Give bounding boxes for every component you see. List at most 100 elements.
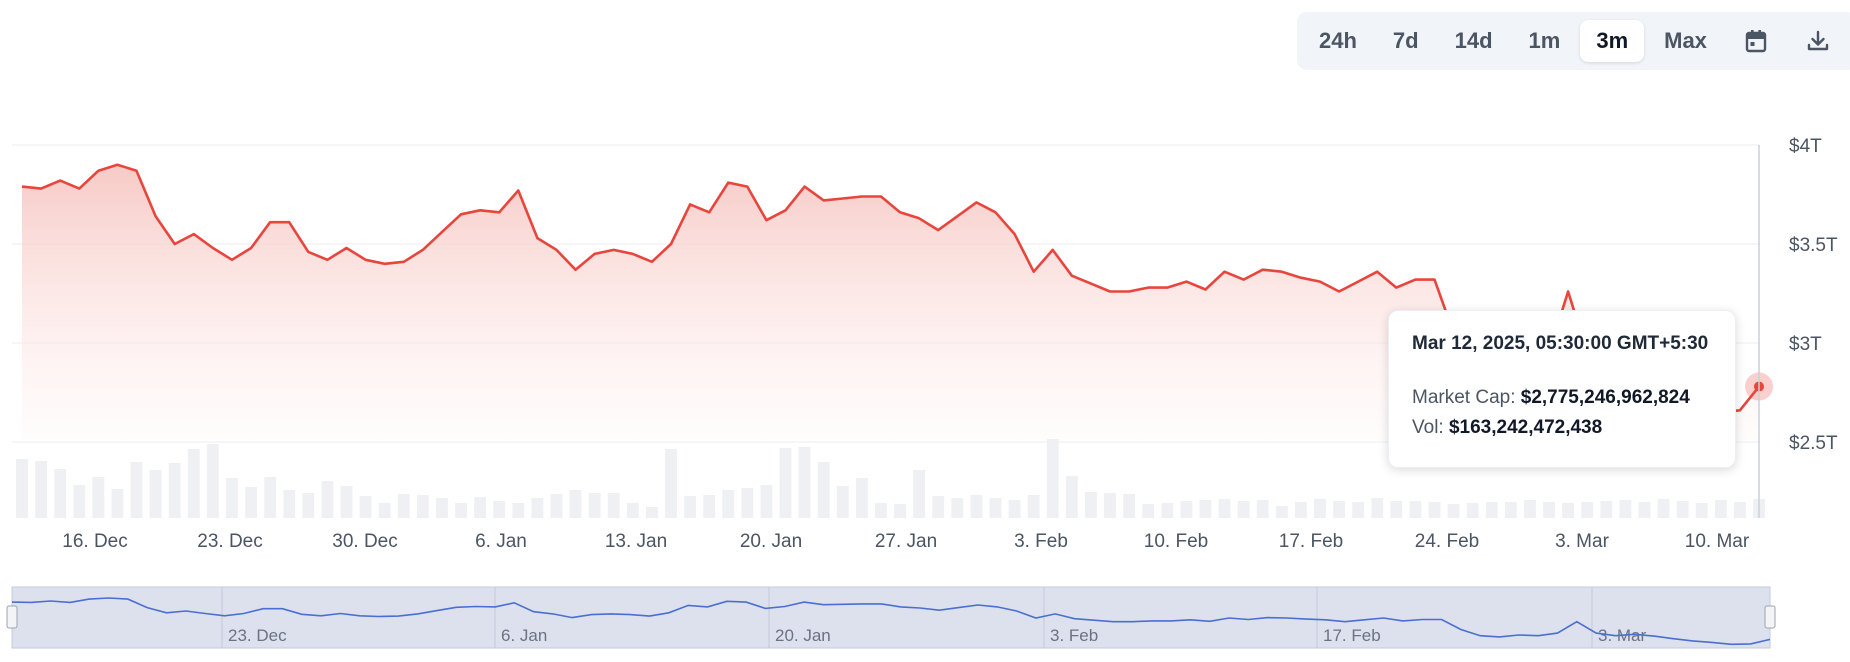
- volume-bar: [1638, 502, 1651, 518]
- volume-bar: [588, 493, 601, 518]
- range-navigator[interactable]: 23. Dec 6. Jan 20. Jan 3. Feb 17. Feb 3. Mar: [6, 586, 1776, 649]
- volume-bar: [970, 495, 983, 518]
- volume-bar: [875, 503, 887, 518]
- volume-bar: [1123, 494, 1136, 518]
- navigator-selection: [11, 586, 1771, 649]
- y-tick-label: $3T: [1789, 334, 1822, 355]
- tooltip-market-cap-label: Market Cap:: [1412, 387, 1516, 408]
- volume-bar: [1256, 500, 1269, 518]
- tooltip-market-cap-value: $2,775,246,962,824: [1520, 387, 1690, 408]
- volume-bar: [626, 503, 639, 518]
- volume-bar: [111, 489, 124, 518]
- volume-bar: [436, 498, 448, 518]
- volume-bar: [1142, 504, 1155, 518]
- market-cap-area: [22, 164, 1759, 441]
- volume-bar: [1046, 439, 1059, 518]
- volume-bar: [187, 449, 200, 518]
- volume-bar: [1676, 501, 1689, 518]
- volume-bar: [1008, 500, 1021, 518]
- x-tick-label: 27. Jan: [875, 531, 937, 552]
- volume-bar: [1409, 501, 1422, 518]
- chart-tooltip: Mar 12, 2025, 05:30:00 GMT+5:30 Market C…: [1388, 310, 1736, 468]
- volume-bar: [378, 503, 391, 518]
- volume-bar: [1619, 500, 1632, 518]
- volume-bar: [1428, 502, 1441, 518]
- x-tick-label: 3. Mar: [1555, 531, 1610, 552]
- tooltip-date: Mar 12, 2025, 05:30:00 GMT+5:30: [1412, 333, 1709, 354]
- navigator-handle-left[interactable]: [6, 605, 18, 629]
- volume-bar: [130, 462, 143, 518]
- range-1m-button[interactable]: 1m: [1528, 28, 1561, 53]
- volume-bar: [302, 493, 315, 518]
- navigator-tick-label: 20. Jan: [775, 626, 831, 645]
- volume-bar: [1199, 500, 1212, 518]
- volume-bar: [1161, 503, 1174, 518]
- download-button[interactable]: [1789, 20, 1847, 62]
- volume-bar: [1657, 499, 1670, 518]
- volume-bar: [1371, 498, 1384, 518]
- volume-bar: [283, 490, 296, 518]
- x-tick-label: 16. Dec: [62, 531, 127, 552]
- volume-bar: [550, 494, 563, 518]
- navigator-tick-label: 6. Jan: [501, 626, 547, 645]
- y-axis-ticks: $2.5T $3T $3.5T $4T: [1789, 136, 1838, 454]
- volume-bar: [1562, 503, 1575, 518]
- volume-bar: [1524, 500, 1536, 518]
- navigator-line: [11, 597, 1771, 646]
- x-tick-label: 20. Jan: [740, 531, 802, 552]
- volume-bar: [703, 495, 716, 518]
- volume-bar: [817, 462, 830, 518]
- y-tick-label: $2.5T: [1789, 433, 1838, 454]
- volume-bar: [397, 494, 410, 518]
- range-selector: 24h 7d 14d 1m 3m Max: [1297, 12, 1850, 70]
- volume-bar: [206, 444, 219, 518]
- navigator-handle-right[interactable]: [1764, 605, 1776, 629]
- volume-bar: [836, 486, 849, 518]
- x-tick-label: 13. Jan: [605, 531, 667, 552]
- volume-bar: [684, 496, 696, 518]
- volume-bar: [1275, 506, 1288, 518]
- volume-bar: [1466, 503, 1479, 518]
- volume-bar: [73, 485, 86, 518]
- range-14d-button[interactable]: 14d: [1454, 28, 1493, 53]
- volume-bar: [226, 478, 238, 518]
- calendar-icon: [1745, 30, 1767, 53]
- volume-bar: [359, 496, 372, 518]
- volume-bar: [16, 459, 28, 518]
- volume-bar: [645, 507, 658, 518]
- volume-bar: [798, 447, 811, 518]
- volume-bar: [340, 486, 353, 518]
- x-tick-label: 30. Dec: [332, 531, 397, 552]
- volume-bar: [932, 496, 945, 518]
- volume-bar: [1390, 501, 1403, 518]
- volume-bar: [722, 490, 735, 518]
- range-max-button[interactable]: Max: [1664, 28, 1707, 53]
- x-tick-label: 17. Feb: [1279, 531, 1343, 552]
- navigator-tick-label: 17. Feb: [1323, 626, 1381, 645]
- volume-bar: [1218, 499, 1231, 518]
- volume-bar: [1504, 502, 1517, 518]
- calendar-button[interactable]: [1727, 20, 1785, 62]
- volume-bar: [760, 485, 773, 518]
- volume-bar: [913, 470, 926, 518]
- volume-bar: [35, 461, 48, 518]
- x-tick-label: 3. Feb: [1014, 531, 1068, 552]
- x-axis-ticks: 16. Dec 23. Dec 30. Dec 6. Jan 13. Jan 20. Ja…: [62, 531, 1750, 552]
- range-24h-button[interactable]: 24h: [1319, 28, 1357, 53]
- volume-bar: [1314, 499, 1326, 518]
- volume-bar: [1485, 502, 1498, 518]
- range-3m-button[interactable]: 3m: [1580, 20, 1645, 62]
- volume-bar: [1733, 502, 1746, 518]
- range-7d-button[interactable]: 7d: [1392, 28, 1419, 53]
- volume-bar: [493, 501, 506, 518]
- volume-bar: [474, 497, 487, 518]
- volume-bar: [1065, 476, 1078, 518]
- volume-bar: [1085, 492, 1097, 518]
- volume-bar: [894, 504, 906, 518]
- volume-bar: [989, 498, 1002, 518]
- volume-bar: [512, 503, 525, 518]
- volume-bar: [54, 469, 67, 518]
- volume-bar: [779, 448, 792, 518]
- volume-bar: [1333, 501, 1345, 518]
